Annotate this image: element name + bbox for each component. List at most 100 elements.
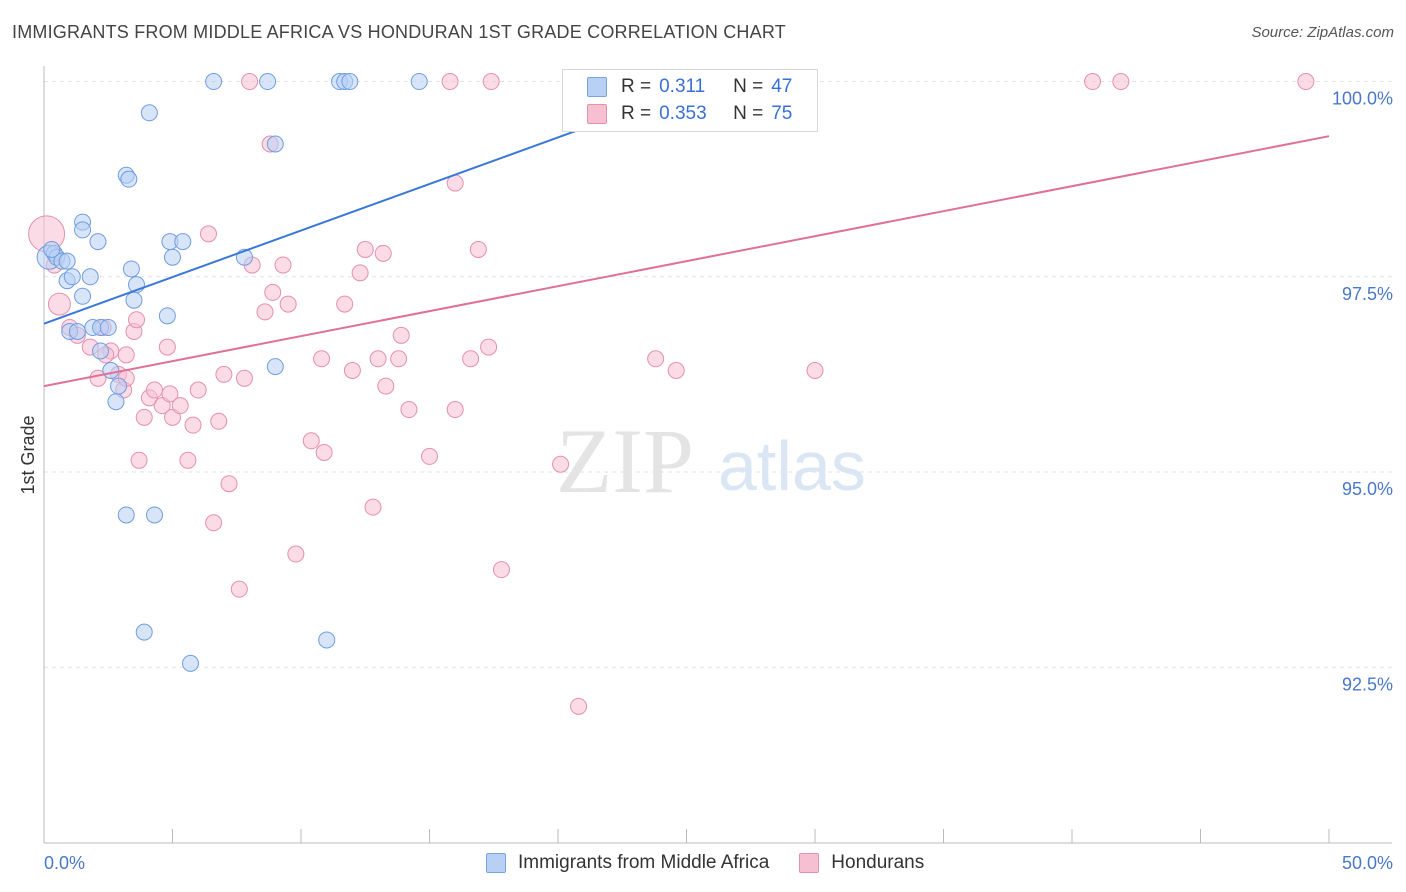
pink-point: [264, 283, 282, 301]
blue-point: [266, 135, 284, 153]
y-tick-label: 92.5%: [1342, 674, 1393, 694]
pink-point: [241, 73, 259, 91]
pink-point: [480, 338, 498, 356]
blue-point: [110, 377, 128, 395]
pink-point: [806, 361, 824, 379]
blue-point: [117, 506, 135, 524]
watermark: ZIP atlas: [556, 410, 866, 512]
blue-point: [102, 361, 120, 379]
blue-point: [58, 252, 76, 270]
pink-point: [256, 303, 274, 321]
pink-point: [400, 401, 418, 419]
pink-point: [356, 240, 374, 258]
pink-point: [1112, 73, 1130, 91]
blue-point: [89, 233, 107, 251]
legend-r-label: R =: [621, 76, 652, 97]
blue-point: [120, 170, 138, 188]
legend-row-pink: R = 0.353 N = 75: [587, 102, 792, 126]
x-tick-label-min: 0.0%: [44, 853, 85, 873]
pink-point: [315, 444, 333, 461]
pink-point: [462, 350, 480, 368]
pink-point: [492, 561, 510, 579]
pink-point: [421, 447, 438, 465]
blue-point: [92, 342, 110, 360]
stats-legend: R = 0.311 N = 47 R = 0.353 N = 75: [562, 69, 818, 132]
pink-point: [570, 697, 588, 715]
pink-point: [482, 73, 500, 91]
source-label: Source: ZipAtlas.com: [1251, 24, 1394, 41]
y-tick-label: 100.0%: [1332, 89, 1393, 109]
y-tick-label: 95.0%: [1342, 479, 1393, 499]
blue-point: [259, 73, 277, 91]
pink-point: [552, 455, 570, 473]
legend-item-middle-africa: Immigrants from Middle Africa: [486, 852, 769, 874]
blue-point: [81, 268, 99, 286]
blue-point: [107, 393, 125, 411]
y-axis-label: 1st Grade: [18, 415, 38, 494]
pink-point: [128, 311, 146, 329]
pink-point: [287, 545, 305, 563]
x-tick-label-max: 50.0%: [1342, 853, 1393, 873]
pink-point: [279, 295, 297, 313]
legend-r-value: 0.311: [659, 76, 706, 97]
watermark-zip: ZIP: [556, 410, 694, 512]
pink-point: [171, 397, 189, 415]
legend-row-blue: R = 0.311 N = 47: [587, 75, 792, 99]
blue-point: [140, 104, 158, 122]
pink-point: [446, 401, 464, 419]
blue-point: [135, 623, 153, 641]
pink-point: [390, 350, 408, 368]
pink-point: [184, 416, 202, 434]
legend-swatch-blue: [587, 77, 607, 97]
legend-label-hondurans: Hondurans: [831, 852, 925, 873]
pink-point: [441, 73, 459, 91]
pink-point: [146, 381, 164, 399]
blue-point: [74, 287, 92, 305]
pink-point: [647, 350, 665, 368]
pink-point: [164, 408, 181, 426]
pink-point: [369, 350, 387, 368]
chart-title: IMMIGRANTS FROM MIDDLE AFRICA VS HONDURA…: [12, 22, 786, 42]
blue-point: [205, 73, 223, 91]
y-tick-labels: 92.5% 95.0% 97.5% 100.0%: [1332, 89, 1393, 695]
blue-point: [63, 268, 81, 286]
pink-point: [210, 412, 228, 430]
pink-point: [199, 225, 217, 243]
blue-point: [43, 240, 61, 258]
blue-point: [164, 248, 181, 266]
blue-point: [125, 291, 143, 309]
pink-point: [364, 498, 382, 516]
blue-point: [122, 260, 140, 278]
blue-point: [318, 631, 336, 649]
legend-label-middle-africa: Immigrants from Middle Africa: [518, 852, 770, 873]
pink-point: [153, 397, 171, 415]
blue-point: [68, 322, 86, 340]
pink-point: [117, 346, 135, 364]
pink-point: [667, 361, 685, 379]
pink-point: [179, 451, 197, 469]
pink-point: [1084, 73, 1102, 91]
pink-point: [189, 381, 207, 399]
pink-point: [374, 244, 392, 262]
pink-point: [343, 361, 361, 379]
legend-item-hondurans: Hondurans: [799, 852, 924, 874]
blue-point: [99, 319, 117, 337]
blue-point: [266, 358, 284, 376]
pink-point: [235, 369, 253, 387]
legend-n-value: 47: [771, 76, 793, 97]
pink-points: [28, 73, 1315, 715]
pink-point: [469, 240, 487, 258]
pink-point: [377, 377, 395, 395]
pink-point: [1297, 73, 1315, 91]
legend-n-label: N =: [733, 76, 764, 97]
blue-point: [181, 654, 199, 672]
legend-swatch-pink: [587, 104, 607, 124]
legend-r-value: 0.353: [659, 103, 707, 124]
pink-point: [274, 256, 292, 274]
pink-point: [215, 365, 233, 383]
blue-points: [36, 73, 721, 672]
pink-point: [220, 475, 238, 493]
legend-swatch-blue: [486, 853, 506, 873]
pink-point: [135, 408, 153, 426]
